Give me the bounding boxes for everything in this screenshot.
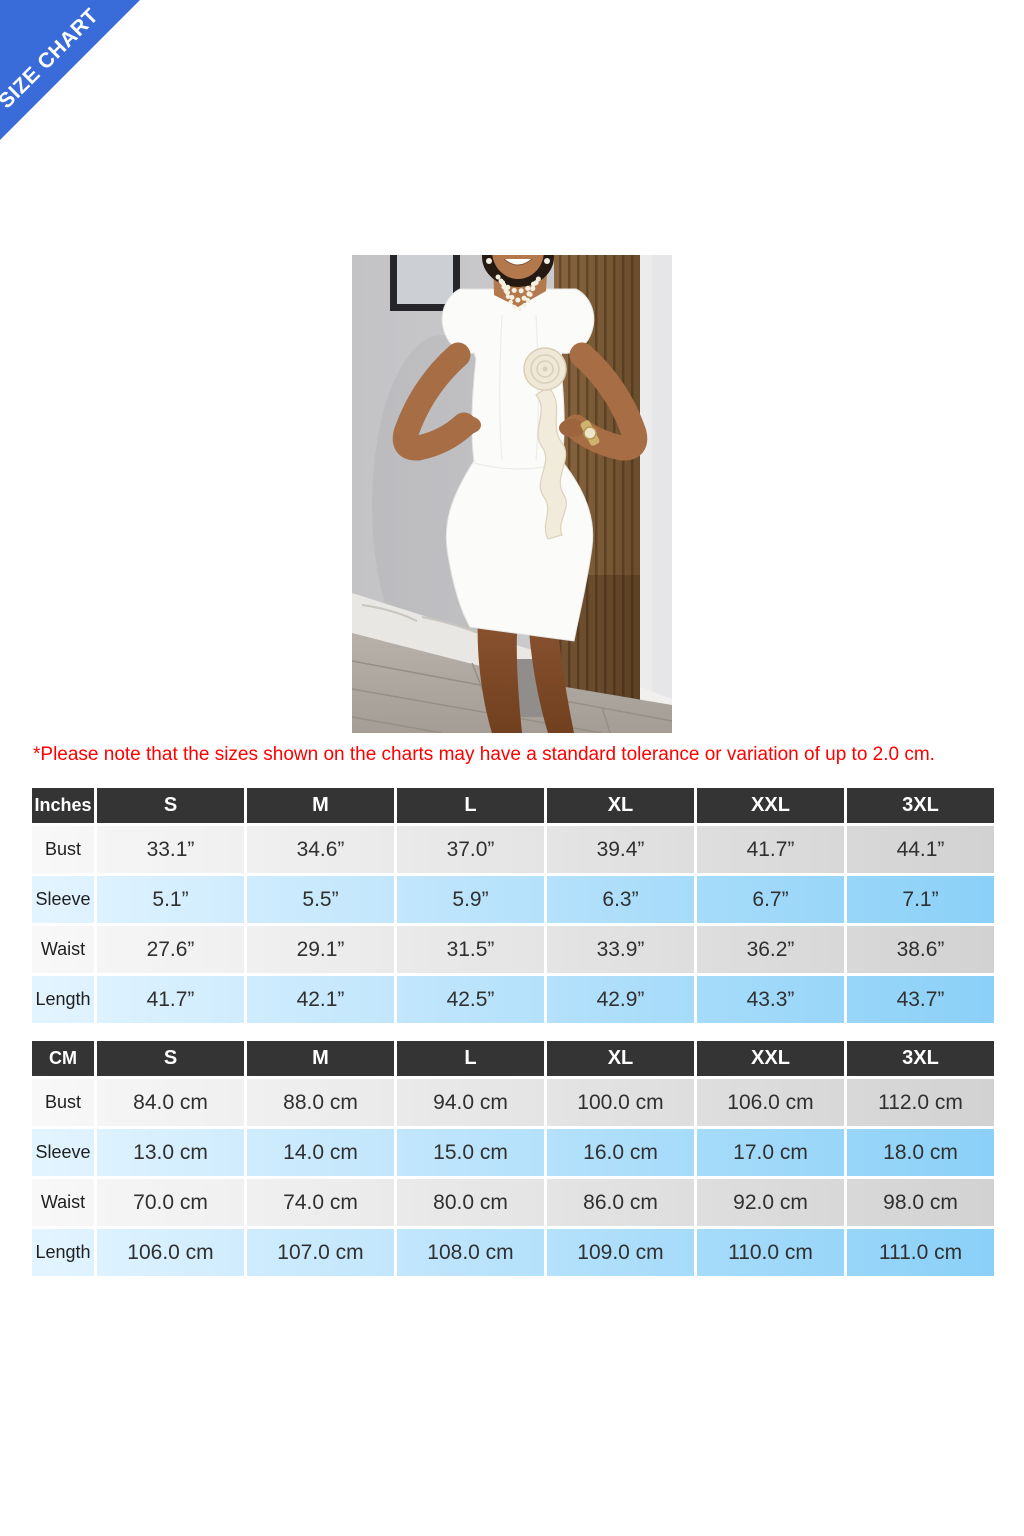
measurement-value-cell: 17.0 cm: [697, 1129, 844, 1176]
measurement-value-cell: 44.1”: [847, 826, 994, 873]
size-table-cm: CM S M L XL XXL 3XL Bust 84.0 cm 88.0 cm 94.0 cm 10…: [32, 1041, 994, 1276]
measurement-value-cell: 37.0”: [397, 826, 544, 873]
measurement-value-cell: 86.0 cm: [547, 1179, 694, 1226]
measurement-row-label: Length: [32, 976, 94, 1023]
measurement-value-cell: 92.0 cm: [697, 1179, 844, 1226]
tolerance-note: *Please note that the sizes shown on the…: [33, 744, 935, 765]
measurement-value-cell: 43.3”: [697, 976, 844, 1023]
measurement-value-cell: 43.7”: [847, 976, 994, 1023]
measurement-value-cell: 84.0 cm: [97, 1079, 244, 1126]
measurement-row-label: Waist: [32, 926, 94, 973]
measurement-row-label: Bust: [32, 826, 94, 873]
size-column-header: S: [97, 1041, 244, 1076]
measurement-value-cell: 42.1”: [247, 976, 394, 1023]
measurement-value-cell: 70.0 cm: [97, 1179, 244, 1226]
measurement-value-cell: 109.0 cm: [547, 1229, 694, 1276]
measurement-value-cell: 80.0 cm: [397, 1179, 544, 1226]
measurement-value-cell: 5.1”: [97, 876, 244, 923]
measurement-value-cell: 94.0 cm: [397, 1079, 544, 1126]
rose-applique: [523, 347, 567, 391]
measurement-value-cell: 29.1”: [247, 926, 394, 973]
ruffle-detail: [535, 386, 567, 540]
measurement-row-label: Sleeve: [32, 876, 94, 923]
measurement-value-cell: 38.6”: [847, 926, 994, 973]
unit-header-cell: CM: [32, 1041, 94, 1076]
measurement-value-cell: 41.7”: [97, 976, 244, 1023]
measurement-row-label: Bust: [32, 1079, 94, 1126]
size-column-header: L: [397, 788, 544, 823]
size-column-header: XL: [547, 788, 694, 823]
size-column-header: S: [97, 788, 244, 823]
measurement-value-cell: 16.0 cm: [547, 1129, 694, 1176]
size-column-header: L: [397, 1041, 544, 1076]
measurement-value-cell: 33.9”: [547, 926, 694, 973]
measurement-value-cell: 15.0 cm: [397, 1129, 544, 1176]
measurement-value-cell: 42.5”: [397, 976, 544, 1023]
right-wall: [652, 255, 672, 733]
unit-header-cell: Inches: [32, 788, 94, 823]
size-column-header: M: [247, 788, 394, 823]
product-photo: [352, 255, 672, 733]
ribbon-triangle: [0, 0, 140, 140]
white-door-edge: [640, 255, 652, 705]
measurement-value-cell: 39.4”: [547, 826, 694, 873]
measurement-value-cell: 31.5”: [397, 926, 544, 973]
size-column-header: 3XL: [847, 788, 994, 823]
size-column-header: XXL: [697, 788, 844, 823]
measurement-value-cell: 34.6”: [247, 826, 394, 873]
measurement-value-cell: 6.3”: [547, 876, 694, 923]
measurement-value-cell: 41.7”: [697, 826, 844, 873]
measurement-value-cell: 100.0 cm: [547, 1079, 694, 1126]
measurement-value-cell: 36.2”: [697, 926, 844, 973]
measurement-value-cell: 14.0 cm: [247, 1129, 394, 1176]
measurement-value-cell: 110.0 cm: [697, 1229, 844, 1276]
measurement-value-cell: 107.0 cm: [247, 1229, 394, 1276]
measurement-row-label: Sleeve: [32, 1129, 94, 1176]
measurement-value-cell: 42.9”: [547, 976, 694, 1023]
measurement-value-cell: 74.0 cm: [247, 1179, 394, 1226]
measurement-value-cell: 5.5”: [247, 876, 394, 923]
size-column-header: XL: [547, 1041, 694, 1076]
product-photo-illustration: [352, 255, 672, 733]
size-column-header: M: [247, 1041, 394, 1076]
framed-picture: [390, 255, 460, 311]
model-figure: [392, 255, 648, 733]
measurement-value-cell: 98.0 cm: [847, 1179, 994, 1226]
measurement-value-cell: 18.0 cm: [847, 1129, 994, 1176]
measurement-value-cell: 108.0 cm: [397, 1229, 544, 1276]
pearl-necklace: [495, 274, 543, 311]
measurement-value-cell: 112.0 cm: [847, 1079, 994, 1126]
size-table-inches: Inches S M L XL XXL 3XL Bust 33.1” 34.6” 37.0” 39.4…: [32, 788, 994, 1023]
measurement-value-cell: 27.6”: [97, 926, 244, 973]
measurement-value-cell: 88.0 cm: [247, 1079, 394, 1126]
size-column-header: XXL: [697, 1041, 844, 1076]
measurement-value-cell: 7.1”: [847, 876, 994, 923]
measurement-value-cell: 33.1”: [97, 826, 244, 873]
measurement-value-cell: 13.0 cm: [97, 1129, 244, 1176]
wrist-watch: [580, 420, 600, 446]
measurement-value-cell: 111.0 cm: [847, 1229, 994, 1276]
size-column-header: 3XL: [847, 1041, 994, 1076]
measurement-value-cell: 106.0 cm: [97, 1229, 244, 1276]
measurement-value-cell: 6.7”: [697, 876, 844, 923]
measurement-value-cell: 106.0 cm: [697, 1079, 844, 1126]
measurement-value-cell: 5.9”: [397, 876, 544, 923]
measurement-row-label: Waist: [32, 1179, 94, 1226]
measurement-row-label: Length: [32, 1229, 94, 1276]
